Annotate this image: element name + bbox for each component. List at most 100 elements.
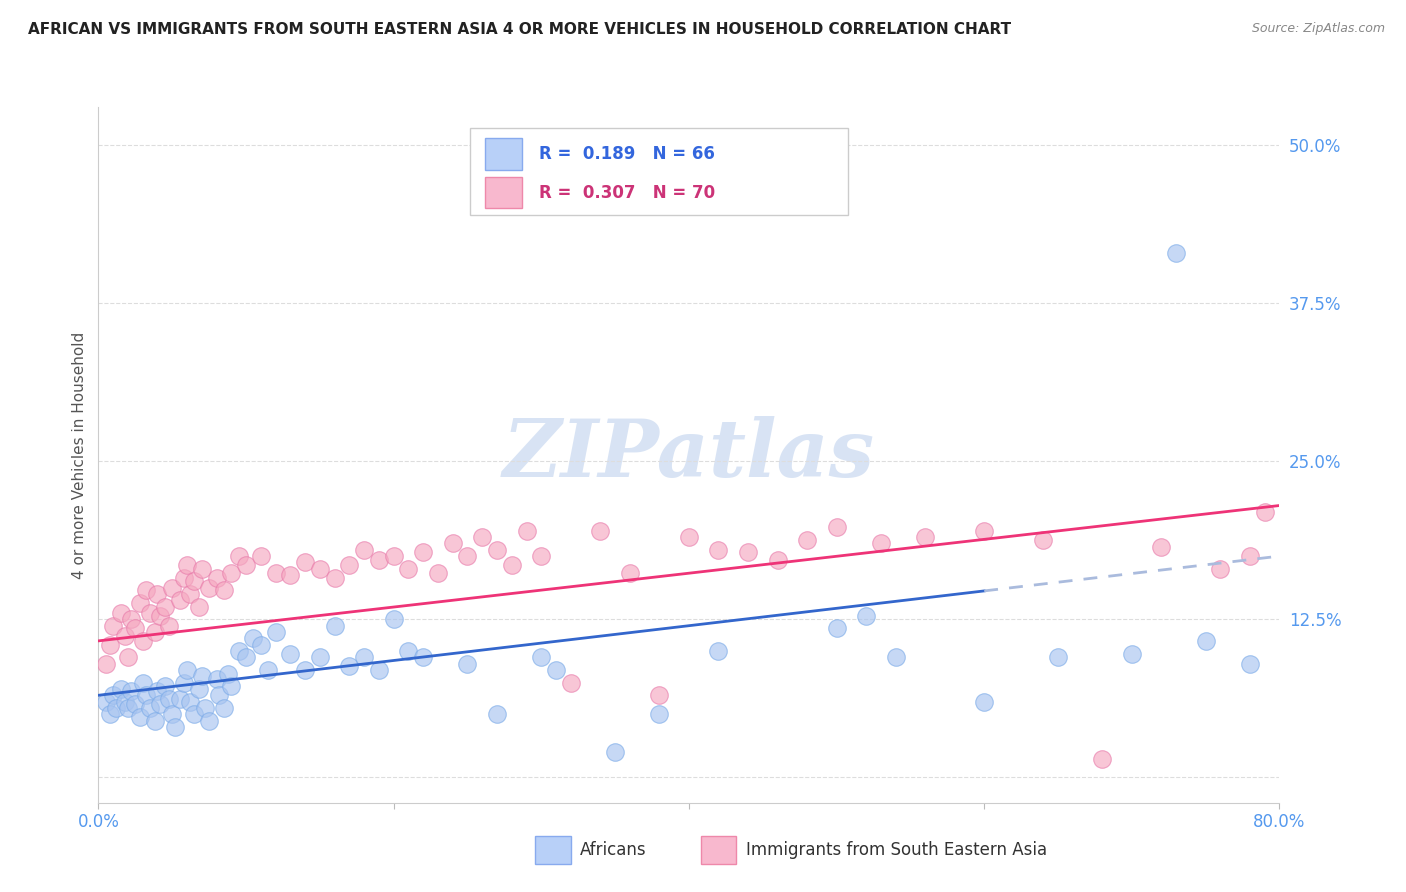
Text: R =  0.189   N = 66: R = 0.189 N = 66 (538, 145, 714, 163)
Point (766, 553, 789, 567)
Text: Source: ZipAtlas.com: Source: ZipAtlas.com (1251, 22, 1385, 36)
Point (441, 536, 464, 550)
Point (176, 663, 198, 677)
Point (128, 710, 150, 724)
Point (456, 549, 478, 563)
Point (94, 657, 117, 671)
Point (914, 530, 936, 544)
Point (179, 695, 201, 709)
Point (869, 536, 891, 550)
Point (191, 669, 214, 683)
Point (1239, 657, 1261, 671)
Point (1121, 647, 1143, 661)
Point (139, 701, 162, 715)
Point (205, 672, 228, 686)
Point (235, 558, 257, 572)
Point (165, 720, 187, 734)
Point (678, 530, 700, 544)
Point (973, 695, 995, 709)
Point (353, 542, 375, 557)
Point (855, 608, 877, 623)
Y-axis label: 4 or more Vehicles in Household: 4 or more Vehicles in Household (72, 331, 87, 579)
Point (228, 644, 250, 658)
Point (120, 612, 142, 626)
Point (1091, 751, 1114, 765)
Point (235, 650, 257, 665)
Point (1032, 533, 1054, 547)
Point (194, 701, 217, 715)
Point (471, 530, 494, 544)
Text: Africans: Africans (581, 841, 647, 859)
Point (294, 556, 316, 570)
Point (132, 633, 155, 648)
Point (103, 688, 125, 702)
Point (217, 666, 239, 681)
Bar (485, 138, 523, 169)
Point (278, 568, 302, 582)
Point (187, 599, 209, 614)
Point (264, 566, 287, 580)
Point (219, 680, 242, 694)
Point (149, 608, 172, 623)
Point (110, 606, 132, 620)
Point (382, 612, 405, 626)
Point (135, 688, 157, 702)
Point (149, 697, 172, 711)
Point (187, 681, 209, 696)
Point (124, 621, 146, 635)
Point (98, 638, 121, 652)
Point (619, 566, 641, 580)
Point (169, 692, 191, 706)
Point (707, 644, 730, 658)
Point (98, 707, 121, 722)
Point (1239, 549, 1261, 563)
Bar (700, 836, 737, 864)
Point (544, 663, 567, 677)
Point (153, 599, 176, 614)
Point (486, 707, 509, 722)
Point (208, 688, 231, 702)
Point (309, 650, 332, 665)
Point (796, 533, 818, 547)
Point (228, 549, 250, 563)
Point (605, 745, 627, 759)
Point (353, 650, 375, 665)
Point (1195, 633, 1218, 648)
Point (884, 650, 907, 665)
Point (456, 657, 478, 671)
Point (412, 650, 434, 665)
Point (219, 566, 242, 580)
Point (337, 659, 360, 673)
Point (737, 545, 759, 559)
Point (323, 618, 346, 632)
Point (179, 587, 201, 601)
Point (530, 549, 553, 563)
Point (212, 701, 235, 715)
Point (530, 650, 553, 665)
Point (128, 596, 150, 610)
Point (191, 562, 214, 576)
Point (309, 562, 332, 576)
Point (139, 606, 162, 620)
Point (146, 587, 169, 601)
Point (973, 524, 995, 538)
Point (162, 707, 183, 722)
Point (103, 618, 125, 632)
Point (323, 571, 346, 585)
Text: ZIPatlas: ZIPatlas (503, 417, 875, 493)
Point (135, 583, 157, 598)
Point (183, 707, 205, 722)
Point (707, 542, 730, 557)
Point (105, 701, 128, 715)
Point (250, 549, 273, 563)
Point (94, 695, 117, 709)
Point (294, 663, 316, 677)
Point (337, 558, 360, 572)
Point (560, 675, 582, 690)
Point (146, 684, 169, 698)
Point (124, 697, 146, 711)
Point (250, 638, 273, 652)
Point (368, 553, 391, 567)
Point (176, 558, 198, 572)
Point (198, 714, 221, 728)
